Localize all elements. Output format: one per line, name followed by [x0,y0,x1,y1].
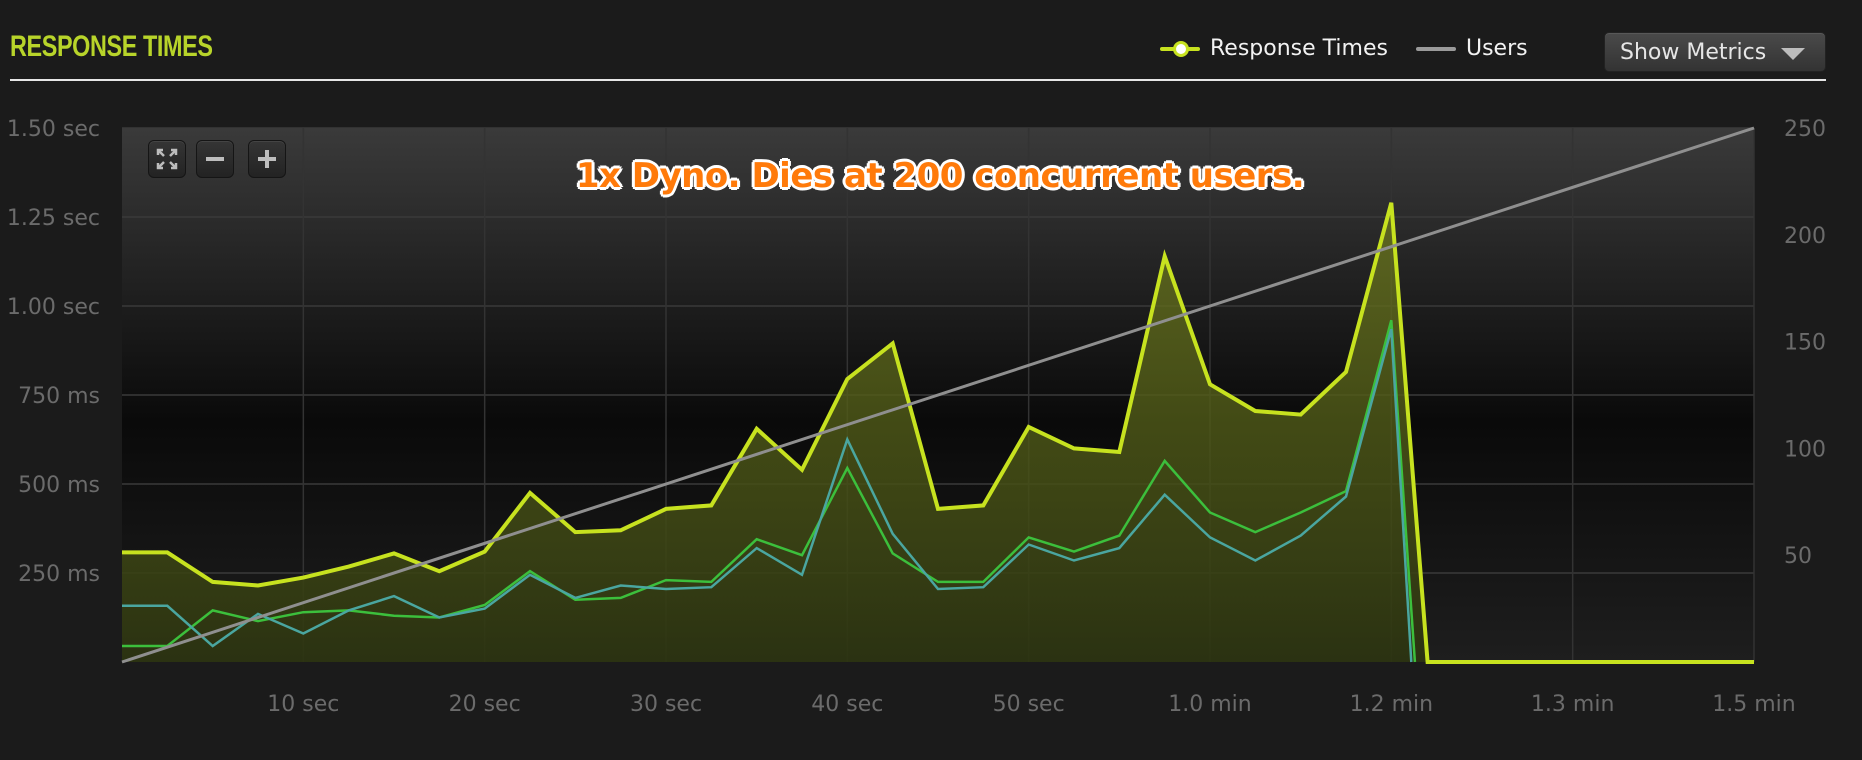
x-tick-label: 1.3 min [1531,692,1614,717]
x-tick-label: 10 sec [267,692,339,717]
y-left-tick-label: 750 ms [18,384,100,409]
x-tick-label: 30 sec [630,692,702,717]
y-left-tick-label: 1.00 sec [7,295,100,320]
x-tick-label: 1.0 min [1168,692,1251,717]
zoom-in-button[interactable] [248,140,286,178]
show-metrics-dropdown[interactable]: Show Metrics [1604,32,1826,72]
chart-annotation: 1x Dyno. Dies at 200 concurrent users. [575,156,1305,196]
series-line-response-times[interactable] [122,202,1754,664]
series-line-series-1[interactable] [122,319,1417,663]
legend-label: Users [1465,36,1528,61]
y-axis-right: 50 100 150 200 250 [1784,117,1826,569]
fullscreen-button[interactable] [148,140,186,178]
x-tick-label: 1.5 min [1712,692,1795,717]
series-line-series-2[interactable] [122,328,1413,663]
fullscreen-icon [156,148,178,170]
x-tick-label: 20 sec [449,692,521,717]
series-line-users[interactable] [121,126,1755,664]
area-response-times [122,202,1754,663]
legend-item-users[interactable]: Users [1415,36,1528,61]
legend-label: Response Times [1210,36,1388,61]
y-right-tick-label: 200 [1784,224,1826,249]
line-with-marker-icon [1160,40,1200,57]
line-icon [1415,46,1456,51]
show-metrics-label: Show Metrics [1620,39,1767,65]
zoom-out-button[interactable] [196,140,234,178]
y-left-tick-label: 250 ms [18,562,100,587]
y-left-tick-label: 1.50 sec [7,117,100,142]
chart-legend: Response Times Users [1160,36,1556,61]
y-left-tick-label: 500 ms [18,473,100,498]
series-lines [121,126,1755,664]
y-right-tick-label: 250 [1784,117,1826,142]
plus-icon [258,150,276,168]
minus-icon [206,157,224,161]
y-axis-left: 250 ms 500 ms 750 ms 1.00 sec 1.25 sec 1.50 s… [7,117,100,587]
y-left-tick-label: 1.25 sec [7,206,100,231]
x-tick-label: 50 sec [993,692,1065,717]
y-right-tick-label: 100 [1784,437,1826,462]
header-divider [10,79,1826,81]
chevron-down-icon [1781,48,1805,60]
panel-title: RESPONSE TIMES [10,30,213,63]
x-tick-label: 40 sec [811,692,883,717]
x-axis: 10 sec 20 sec 30 sec 40 sec 50 sec 1.0 min 1.2… [267,692,1795,717]
y-right-tick-label: 50 [1784,544,1812,569]
legend-item-response-times[interactable]: Response Times [1160,36,1388,61]
area-layer [122,202,1754,663]
y-right-tick-label: 150 [1784,331,1826,356]
x-tick-label: 1.2 min [1350,692,1433,717]
